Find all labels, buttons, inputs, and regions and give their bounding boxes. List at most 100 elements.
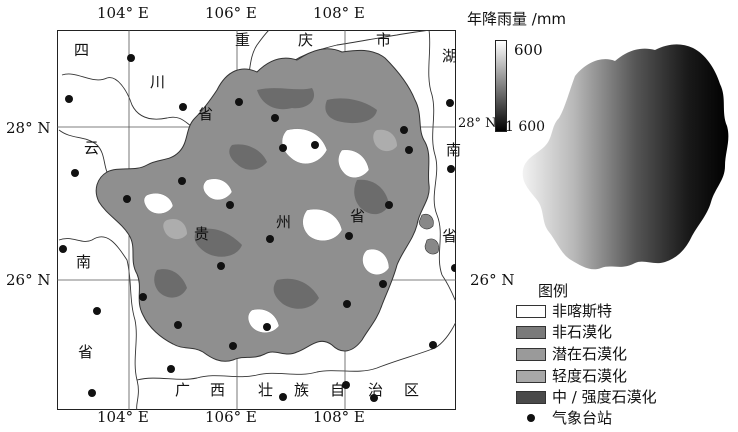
non-karst-patch (338, 149, 370, 178)
weather-station-dot (88, 389, 96, 397)
label-yunnan-2: 南 (76, 253, 92, 271)
boundary-line (428, 30, 443, 276)
lon-label-bottom-104: 104° E (97, 408, 149, 426)
label-sichuan-2: 川 (150, 73, 166, 91)
weather-station-dot (266, 235, 274, 243)
weather-station-dot (345, 232, 353, 240)
weather-station-dot (179, 103, 187, 111)
weather-station-dot (370, 394, 378, 402)
label-guizhou-3: 省 (350, 207, 366, 225)
non-karst-patch (281, 128, 328, 165)
weather-station-dot (263, 323, 271, 331)
lat-label-left-26: 26° N (6, 271, 51, 289)
boundary-line (58, 236, 139, 410)
legend-swatch (516, 369, 546, 383)
legend-label: 中 / 强度石漠化 (552, 387, 657, 406)
label-guangxi-7: 区 (404, 381, 420, 399)
legend-label: 非喀斯特 (552, 301, 613, 320)
weather-station-dot (451, 264, 456, 272)
weather-station-dot (279, 144, 287, 152)
label-hubei-1: 湖 (442, 47, 458, 65)
precip-map (522, 44, 729, 270)
severe-patch (273, 278, 319, 309)
label-guangxi-6: 治 (368, 381, 384, 399)
legend-swatch (516, 347, 546, 361)
weather-station-dot (174, 321, 182, 329)
weather-station-dot (400, 126, 408, 134)
label-guizhou-2: 州 (276, 213, 292, 231)
label-guangxi-5: 自 (330, 381, 346, 399)
severe-patch (229, 144, 267, 170)
lon-label-bottom-108: 108° E (313, 408, 365, 426)
legend-item-no-desertification: 非石漠化 (516, 322, 612, 342)
severe-patch (194, 228, 242, 257)
legend-item-potential: 潜在石漠化 (516, 344, 627, 364)
legend-label: 潜在石漠化 (552, 344, 628, 363)
legend-item-moderate-severe: 中 / 强度石漠化 (516, 387, 657, 407)
weather-station-dot (226, 201, 234, 209)
weather-station-dot (405, 146, 413, 154)
weather-station-dot (229, 342, 237, 350)
label-guizhou-1: 贵 (194, 225, 210, 243)
lon-label-top-104: 104° E (97, 4, 149, 22)
weather-station-dot (379, 280, 387, 288)
weather-station-dot (429, 341, 437, 349)
non-karst-patch (302, 208, 343, 241)
legend-item-non-karst: 非喀斯特 (516, 301, 612, 321)
precip-min-label: 1 600 (505, 119, 546, 135)
severe-patch (325, 98, 377, 124)
label-chongqing-3: 市 (376, 31, 392, 49)
non-karst-patch (203, 178, 233, 201)
boundary-line (61, 73, 198, 131)
legend-label: 气象台站 (552, 408, 613, 427)
legend-title: 图例 (538, 282, 569, 300)
label-chongqing-2: 庆 (298, 31, 314, 49)
legend-swatch (516, 304, 546, 318)
label-guangxi-4: 族 (294, 381, 310, 399)
boundary-line (58, 129, 113, 181)
precip-title: 年降雨量 /mm (467, 10, 567, 28)
weather-station-dot (343, 300, 351, 308)
boundary-line (441, 274, 456, 303)
weather-station-dot (123, 195, 131, 203)
label-guangxi-1: 广 (175, 381, 191, 399)
weather-station-dot (279, 393, 287, 401)
label-sichuan-1: 四 (74, 41, 90, 59)
label-guangxi-2: 西 (210, 381, 226, 399)
lon-label-top-108: 108° E (313, 4, 365, 22)
severe-patch (257, 88, 315, 110)
non-karst-patch (362, 248, 390, 275)
lat-label-right-26: 26° N (470, 271, 515, 289)
weather-station-dot (139, 293, 147, 301)
weather-station-dot (446, 99, 454, 107)
severe-patch (354, 179, 389, 215)
label-chongqing-1: 重 (235, 31, 251, 49)
precip-guizhou-shape (522, 44, 729, 270)
weather-station-dot (217, 262, 225, 270)
weather-station-dot (311, 141, 319, 149)
legend-swatch (516, 390, 546, 404)
outlying-patch (418, 213, 434, 230)
legend-item-weather-station: 气象台站 (516, 408, 612, 428)
light-patch (163, 218, 187, 240)
non-karst-patch (247, 308, 280, 333)
non-karst-patch (143, 193, 174, 214)
weather-station-dot (59, 245, 67, 253)
lon-label-top-106: 106° E (205, 4, 257, 22)
karst-map (57, 30, 456, 410)
weather-station-dot (127, 54, 135, 62)
weather-station-dot (447, 165, 455, 173)
lon-label-bottom-106: 106° E (205, 408, 257, 426)
legend-dot-icon (516, 412, 546, 425)
precip-max-label: 600 (514, 41, 543, 59)
legend-label: 轻度石漠化 (552, 366, 628, 385)
weather-station-dot (167, 365, 175, 373)
label-hunan-sheng: 省 (442, 227, 458, 245)
weather-station-dot (71, 169, 79, 177)
map-frame: 四 川 省 重 庆 市 湖 南 云 南 省 贵 州 省 省 广 西 壮 族 自 … (57, 30, 461, 410)
legend-item-light: 轻度石漠化 (516, 366, 627, 386)
lat-label-left-28: 28° N (6, 119, 51, 137)
weather-station-dot (385, 201, 393, 209)
weather-station-dot (178, 177, 186, 185)
precip-colorbar (495, 40, 507, 132)
